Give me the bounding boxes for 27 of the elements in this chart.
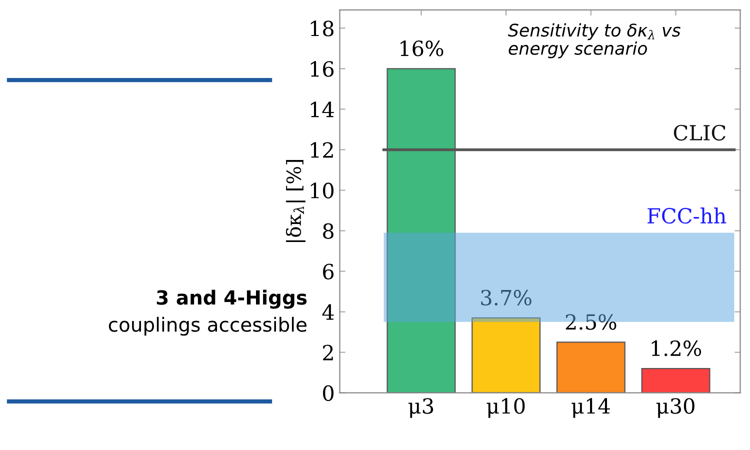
y-tick-label: 12 bbox=[310, 142, 333, 158]
x-tick-label: μ30 bbox=[656, 398, 694, 418]
ref-line-label: CLIC bbox=[674, 124, 726, 141]
y-axis-title: |δκ$_{λ}$| [%] bbox=[286, 160, 306, 242]
band-label: FCC-hh bbox=[648, 208, 726, 224]
x-tick-label: μ10 bbox=[486, 398, 525, 418]
bar bbox=[472, 317, 541, 393]
y-tick-label: 8 bbox=[323, 223, 334, 239]
x-tick-label: μ14 bbox=[572, 398, 610, 418]
text: Sensitivity to δκ$_{λ}$ vs energy scenario bbox=[508, 23, 680, 58]
text: 3 and 4-Higgs bbox=[156, 290, 307, 309]
data-label: 3.7% bbox=[481, 290, 532, 306]
data-label: 16% bbox=[400, 40, 444, 56]
bar bbox=[556, 342, 626, 393]
y-tick-label: 6 bbox=[323, 264, 334, 280]
y-tick-label: 18 bbox=[310, 20, 334, 36]
y-tick-label: 2 bbox=[323, 344, 333, 360]
y-tick-label: 0 bbox=[323, 385, 334, 402]
x-tick-label: μ3 bbox=[408, 398, 434, 418]
data-label: 2.5% bbox=[566, 314, 616, 330]
y-tick-label: 14 bbox=[310, 102, 334, 118]
y-tick-label: 4 bbox=[322, 304, 334, 320]
bar bbox=[641, 368, 710, 393]
y-tick-label: 16 bbox=[310, 61, 334, 77]
y-tick-label: 10 bbox=[310, 182, 334, 198]
text: couplings accessible bbox=[108, 316, 306, 336]
data-label: 1.2% bbox=[652, 340, 702, 356]
